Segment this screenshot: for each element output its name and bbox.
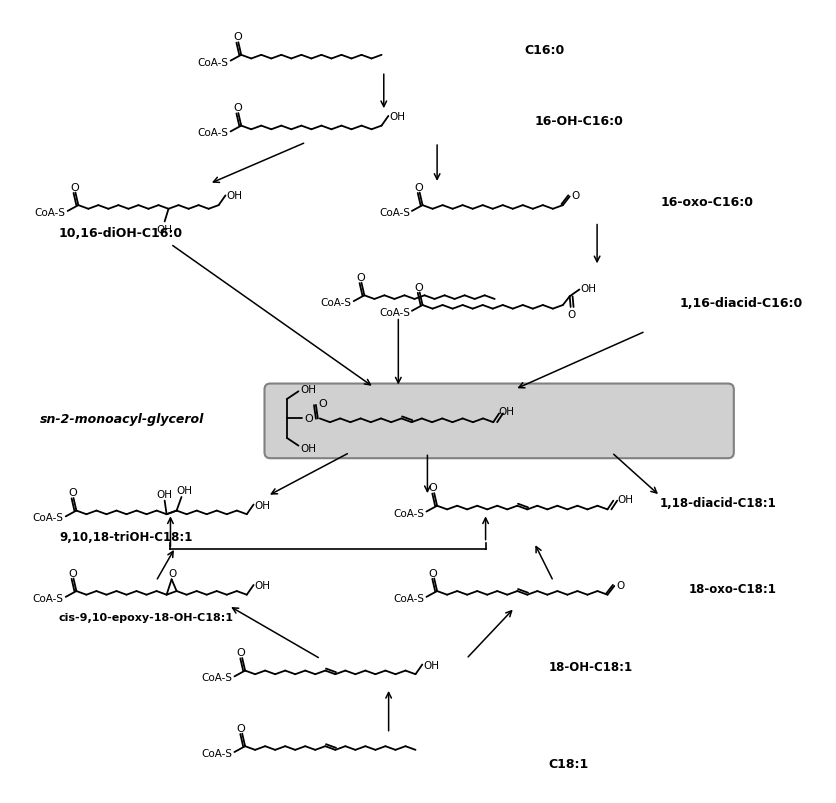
Text: O: O (429, 483, 437, 493)
Text: sn-2-monoacyl-glycerol: sn-2-monoacyl-glycerol (40, 413, 204, 426)
Text: O: O (305, 414, 314, 424)
FancyBboxPatch shape (264, 384, 734, 459)
Text: 1,16-diacid-C16:0: 1,16-diacid-C16:0 (680, 296, 803, 309)
Text: 16-OH-C16:0: 16-OH-C16:0 (534, 115, 623, 128)
Text: OH: OH (389, 112, 405, 122)
Text: 16-oxo-C16:0: 16-oxo-C16:0 (660, 195, 753, 209)
Text: O: O (69, 487, 77, 498)
Text: O: O (237, 647, 246, 658)
Text: 1,18-diacid-C18:1: 1,18-diacid-C18:1 (660, 497, 777, 510)
Text: O: O (70, 182, 79, 193)
Text: OH: OH (156, 225, 173, 234)
Text: CoA-S: CoA-S (379, 208, 410, 218)
Text: 18-OH-C18:1: 18-OH-C18:1 (548, 660, 633, 674)
Text: O: O (415, 182, 423, 193)
Text: O: O (233, 32, 242, 43)
Text: OH: OH (176, 486, 192, 495)
Text: C18:1: C18:1 (548, 757, 589, 770)
Text: OH: OH (580, 283, 596, 293)
Text: O: O (169, 568, 176, 578)
Text: cis-9,10-epoxy-18-OH-C18:1: cis-9,10-epoxy-18-OH-C18:1 (59, 613, 234, 622)
Text: 18-oxo-C18:1: 18-oxo-C18:1 (689, 582, 777, 595)
Text: O: O (319, 398, 327, 409)
Text: CoA-S: CoA-S (197, 58, 228, 67)
Text: O: O (237, 723, 246, 733)
Text: C16:0: C16:0 (524, 44, 564, 57)
Text: 9,10,18-triOH-C18:1: 9,10,18-triOH-C18:1 (59, 531, 192, 544)
Text: OH: OH (156, 489, 173, 499)
Text: OH: OH (617, 494, 633, 504)
Text: OH: OH (423, 660, 439, 670)
Text: O: O (69, 568, 77, 578)
Text: O: O (571, 191, 579, 202)
Text: CoA-S: CoA-S (201, 748, 232, 758)
Text: CoA-S: CoA-S (394, 593, 425, 603)
Text: O: O (616, 581, 624, 590)
Text: O: O (415, 282, 423, 292)
Text: CoA-S: CoA-S (33, 593, 64, 603)
Text: CoA-S: CoA-S (321, 298, 352, 308)
Text: O: O (429, 568, 437, 578)
Text: CoA-S: CoA-S (33, 513, 64, 523)
Text: O: O (568, 309, 576, 320)
Text: OH: OH (254, 581, 270, 590)
Text: OH: OH (300, 385, 316, 395)
Text: CoA-S: CoA-S (379, 308, 410, 317)
Text: OH: OH (300, 443, 316, 453)
Text: O: O (356, 272, 364, 283)
Text: OH: OH (227, 191, 242, 202)
Text: CoA-S: CoA-S (35, 208, 66, 218)
Text: CoA-S: CoA-S (201, 673, 232, 683)
Text: O: O (233, 103, 242, 113)
Text: 10,16-diOH-C16:0: 10,16-diOH-C16:0 (59, 226, 183, 239)
Text: OH: OH (254, 500, 270, 510)
Text: CoA-S: CoA-S (197, 128, 228, 138)
Text: CoA-S: CoA-S (394, 507, 425, 518)
Text: OH: OH (499, 406, 515, 416)
